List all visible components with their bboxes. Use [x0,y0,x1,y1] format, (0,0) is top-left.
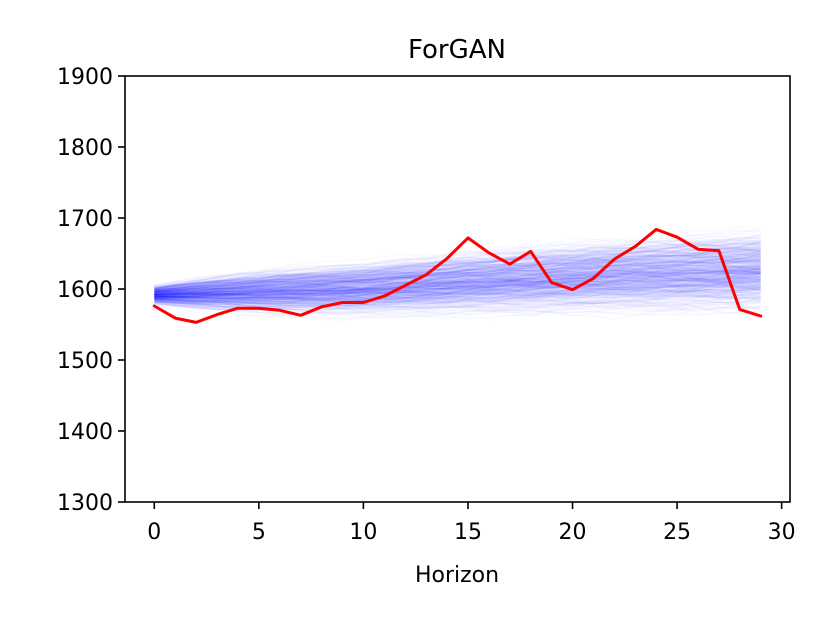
ground-truth-line [152,227,763,324]
y-tick-label: 1800 [57,136,113,161]
x-tick-label: 15 [454,520,482,545]
y-tick-label: 1900 [57,65,113,90]
x-tick-label: 0 [147,520,161,545]
y-tick-label: 1400 [57,420,113,445]
y-tick-label: 1700 [57,207,113,232]
x-tick-label: 25 [663,520,691,545]
x-axis: 0 5 10 15 20 25 30 [147,502,796,545]
y-tick-label: 1600 [57,278,113,303]
x-tick-label: 5 [252,520,266,545]
y-axis: 1300 1400 1500 1600 1700 1800 1900 [57,65,125,516]
x-tick-label: 10 [349,520,377,545]
y-tick-label: 1300 [57,491,113,516]
x-axis-label: Horizon [415,563,499,588]
y-tick-label: 1500 [57,349,113,374]
x-tick-label: 30 [768,520,796,545]
x-tick-label: 20 [559,520,587,545]
chart-title: ForGAN [408,35,506,65]
